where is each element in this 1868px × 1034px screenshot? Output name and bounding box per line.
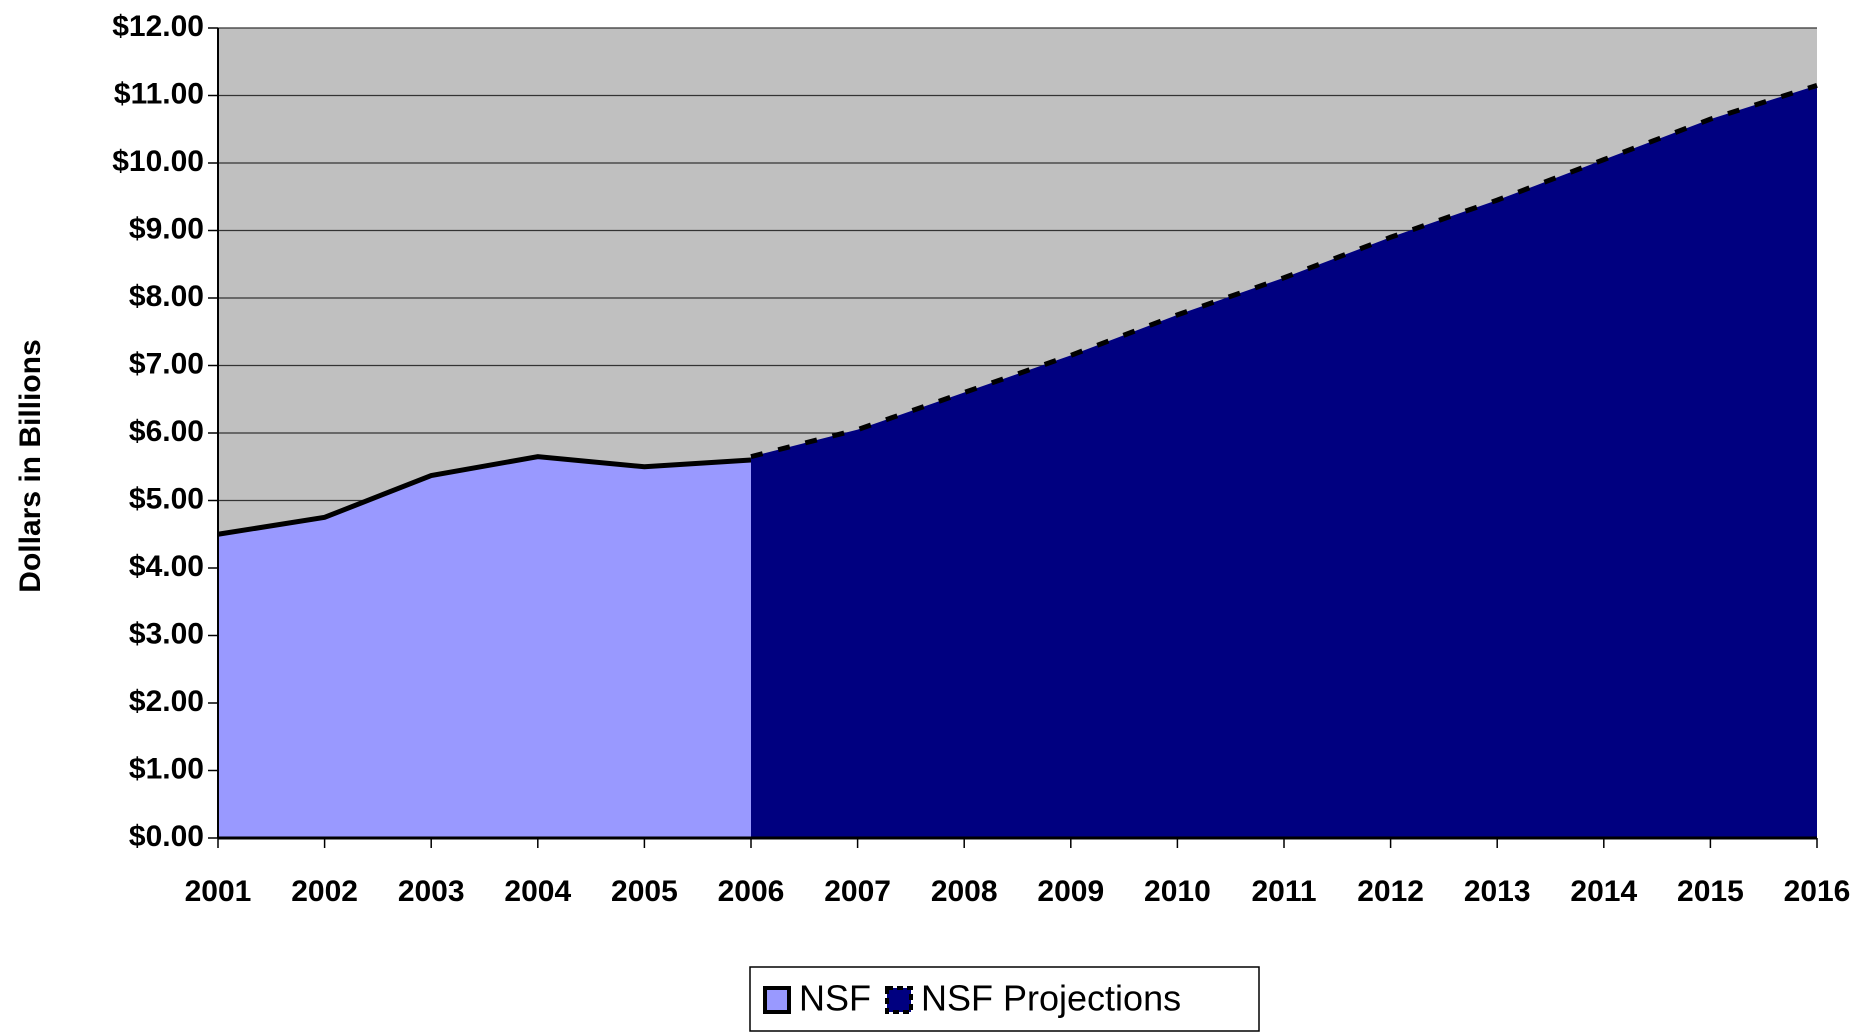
y-tick-label: $11.00 — [114, 77, 204, 110]
y-tick-label: $5.00 — [129, 482, 204, 515]
y-tick-label: $3.00 — [129, 617, 204, 650]
x-tick-label: 2006 — [718, 875, 785, 908]
x-tick-label: 2012 — [1357, 875, 1424, 908]
y-tick-label: $12.00 — [112, 10, 204, 43]
x-tick-label: 2016 — [1784, 875, 1851, 908]
legend-swatch — [887, 988, 911, 1012]
y-tick-label: $8.00 — [129, 280, 204, 313]
y-tick-label: $4.00 — [129, 550, 204, 583]
x-tick-label: 2008 — [931, 875, 998, 908]
x-tick-label: 2007 — [824, 875, 891, 908]
y-tick-label: $10.00 — [112, 145, 204, 178]
x-tick-label: 2003 — [398, 875, 465, 908]
x-tick-label: 2005 — [611, 875, 678, 908]
legend-label: NSF — [799, 978, 871, 1019]
legend-swatch — [765, 988, 789, 1012]
y-tick-label: $0.00 — [129, 820, 204, 853]
y-tick-label: $7.00 — [129, 347, 204, 380]
legend-label: NSF Projections — [921, 978, 1181, 1019]
x-tick-label: 2014 — [1570, 875, 1637, 908]
x-tick-label: 2013 — [1464, 875, 1531, 908]
y-tick-label: $1.00 — [129, 752, 204, 785]
y-tick-label: $9.00 — [129, 212, 204, 245]
x-tick-label: 2004 — [504, 875, 571, 908]
chart: Dollars in Billions $0.00 $1.00 $2.00 $3.00… — [0, 0, 1868, 1034]
y-axis-label: Dollars in Billions — [14, 339, 47, 592]
x-tick-label: 2010 — [1144, 875, 1211, 908]
x-tick-label: 2009 — [1037, 875, 1104, 908]
y-tick-label: $6.00 — [129, 415, 204, 448]
x-tick-label: 2015 — [1677, 875, 1744, 908]
y-tick-label: $2.00 — [129, 685, 204, 718]
x-tick-label: 2002 — [291, 875, 358, 908]
x-tick-label: 2011 — [1251, 875, 1316, 908]
x-tick-label: 2001 — [185, 875, 252, 908]
